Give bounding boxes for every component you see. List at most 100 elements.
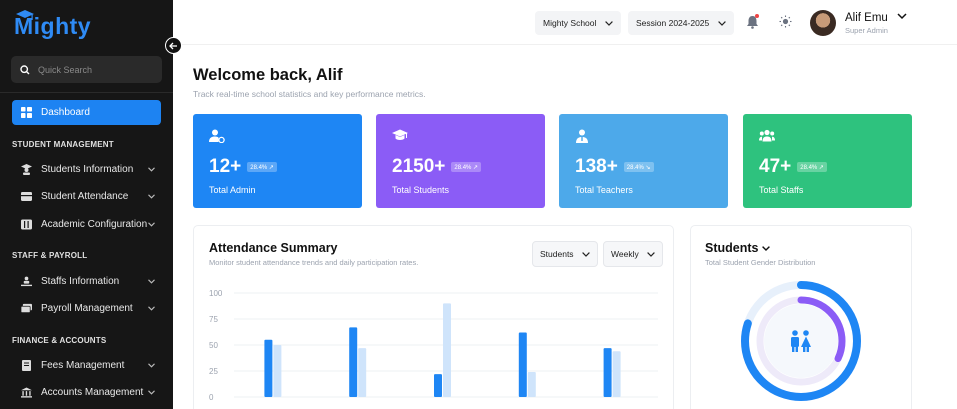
page-title: Welcome back, Alif [193, 66, 343, 84]
gender-inner-ring[interactable] [756, 296, 846, 386]
bar[interactable] [612, 351, 621, 397]
theme-toggle-sun-icon[interactable] [779, 15, 792, 28]
bar[interactable] [434, 374, 442, 397]
sidebar-item-payroll-management[interactable]: Payroll Management [12, 297, 161, 319]
top-header: Mighty School Session 2024-2025 Alif Emu… [173, 0, 957, 45]
school-select-value: Mighty School [543, 18, 597, 28]
stat-value: 2150+ [392, 156, 446, 177]
sidebar-item-students-information[interactable]: Students Information [12, 158, 161, 180]
bar[interactable] [273, 345, 282, 397]
donut-center [764, 304, 838, 378]
books-icon [21, 219, 32, 230]
chevron-down-icon [148, 221, 155, 227]
y-tick-label: 25 [209, 367, 218, 376]
sidebar-item-label: Fees Management [41, 359, 125, 371]
staff-icon [21, 276, 32, 287]
bar[interactable] [358, 348, 367, 397]
chevron-down-icon [148, 278, 155, 284]
chevron-down-icon [148, 389, 155, 395]
sidebar-item-label: Payroll Management [41, 302, 133, 314]
stat-card-total-students[interactable]: 2150+ 28.4% ↗ Total Students [376, 114, 545, 208]
payroll-icon [21, 303, 32, 314]
stat-label: Total Admin [209, 185, 256, 195]
staff-group-icon [759, 129, 775, 142]
sidebar-item-fees-management[interactable]: Fees Management [12, 354, 161, 376]
section-title-finance-accounts: FINANCE & ACCOUNTS [12, 336, 107, 345]
search-input[interactable] [38, 64, 148, 75]
sidebar-item-label: Students Information [41, 163, 134, 175]
dashboard-grid-icon [21, 107, 32, 118]
chevron-down-icon [148, 305, 155, 311]
page-subtitle: Track real-time school statistics and ke… [193, 89, 426, 99]
stat-card-total-teachers[interactable]: 138+ 28.4% ↘ Total Teachers [559, 114, 728, 208]
sidebar-item-label: Academic Configuration [41, 218, 148, 230]
sidebar: Mighty Dashboard STUDENT MANAGEMENT [0, 0, 173, 409]
chevron-down-icon [646, 251, 655, 257]
stat-card-total-admin[interactable]: 12+ 28.4% ↗ Total Admin [193, 114, 362, 208]
bank-icon [21, 386, 32, 398]
attendance-bar-chart: 100 75 50 25 0 [209, 289, 658, 402]
stat-card-total-staffs[interactable]: 47+ 28.4% ↗ Total Staffs [743, 114, 912, 208]
stat-label: Total Students [392, 185, 450, 195]
bar[interactable] [527, 372, 536, 397]
gender-title: Students [705, 241, 759, 255]
sidebar-item-label: Accounts Management [41, 386, 144, 398]
search-icon [20, 64, 30, 74]
bar[interactable] [264, 339, 273, 397]
gender-people-icon [791, 330, 811, 352]
user-role: Super Admin [845, 26, 888, 35]
notification-bell-icon[interactable] [746, 15, 759, 29]
chevron-down-icon [762, 245, 771, 251]
attendance-group-select[interactable]: Students [532, 241, 598, 267]
section-title-staff-payroll: STAFF & PAYROLL [12, 251, 88, 260]
user-menu-chevron-icon[interactable] [897, 13, 907, 20]
fees-icon [21, 359, 32, 371]
stat-label: Total Staffs [759, 185, 804, 195]
chevron-down-icon [148, 193, 155, 199]
y-tick-label: 75 [209, 315, 218, 324]
bar[interactable] [603, 348, 612, 397]
y-tick-label: 100 [209, 289, 223, 298]
app-logo[interactable]: Mighty [14, 10, 91, 40]
trend-badge: 28.4% ↗ [451, 162, 482, 172]
sidebar-item-academic-configuration[interactable]: Academic Configuration [12, 213, 161, 235]
quick-search[interactable] [11, 56, 162, 83]
teacher-icon [576, 129, 588, 143]
attendance-title: Attendance Summary [209, 241, 338, 255]
bar[interactable] [518, 332, 527, 397]
chevron-down-icon [581, 251, 590, 257]
stat-value: 138+ [575, 156, 618, 177]
sidebar-divider [0, 92, 173, 93]
admin-icon [209, 129, 225, 144]
session-select-value: Session 2024-2025 [636, 18, 710, 28]
attendance-period-select[interactable]: Weekly [603, 241, 663, 267]
sidebar-item-label: Student Attendance [41, 190, 129, 202]
chevron-down-icon [605, 20, 614, 26]
user-name[interactable]: Alif Emu [845, 12, 888, 24]
y-tick-label: 0 [209, 393, 214, 402]
section-title-student-management: STUDENT MANAGEMENT [12, 140, 114, 149]
gender-outer-ring[interactable] [741, 281, 861, 401]
gender-donut-chart [741, 281, 861, 401]
bar[interactable] [349, 327, 358, 397]
chevron-down-icon [148, 362, 155, 368]
notification-dot [755, 14, 759, 18]
session-select[interactable]: Session 2024-2025 [628, 11, 735, 35]
sidebar-collapse-button[interactable] [165, 37, 182, 54]
student-icon [21, 163, 32, 175]
gender-distribution-card: Students Total Student Gender Distributi… [690, 225, 912, 409]
sidebar-item-staffs-information[interactable]: Staffs Information [12, 270, 161, 292]
bar[interactable] [443, 303, 451, 397]
sidebar-item-accounts-management[interactable]: Accounts Management [12, 381, 161, 403]
sidebar-item-student-attendance[interactable]: Student Attendance [12, 185, 161, 207]
sidebar-item-dashboard[interactable]: Dashboard [12, 100, 161, 125]
chevron-down-icon [148, 166, 155, 172]
stat-value: 47+ [759, 156, 792, 177]
user-avatar[interactable] [810, 10, 836, 36]
attendance-group-value: Students [540, 249, 574, 259]
chevron-down-icon [718, 20, 727, 26]
gender-title-dropdown[interactable]: Students [705, 241, 771, 255]
school-select[interactable]: Mighty School [535, 11, 622, 35]
graduation-cap-logo-icon [16, 10, 34, 20]
